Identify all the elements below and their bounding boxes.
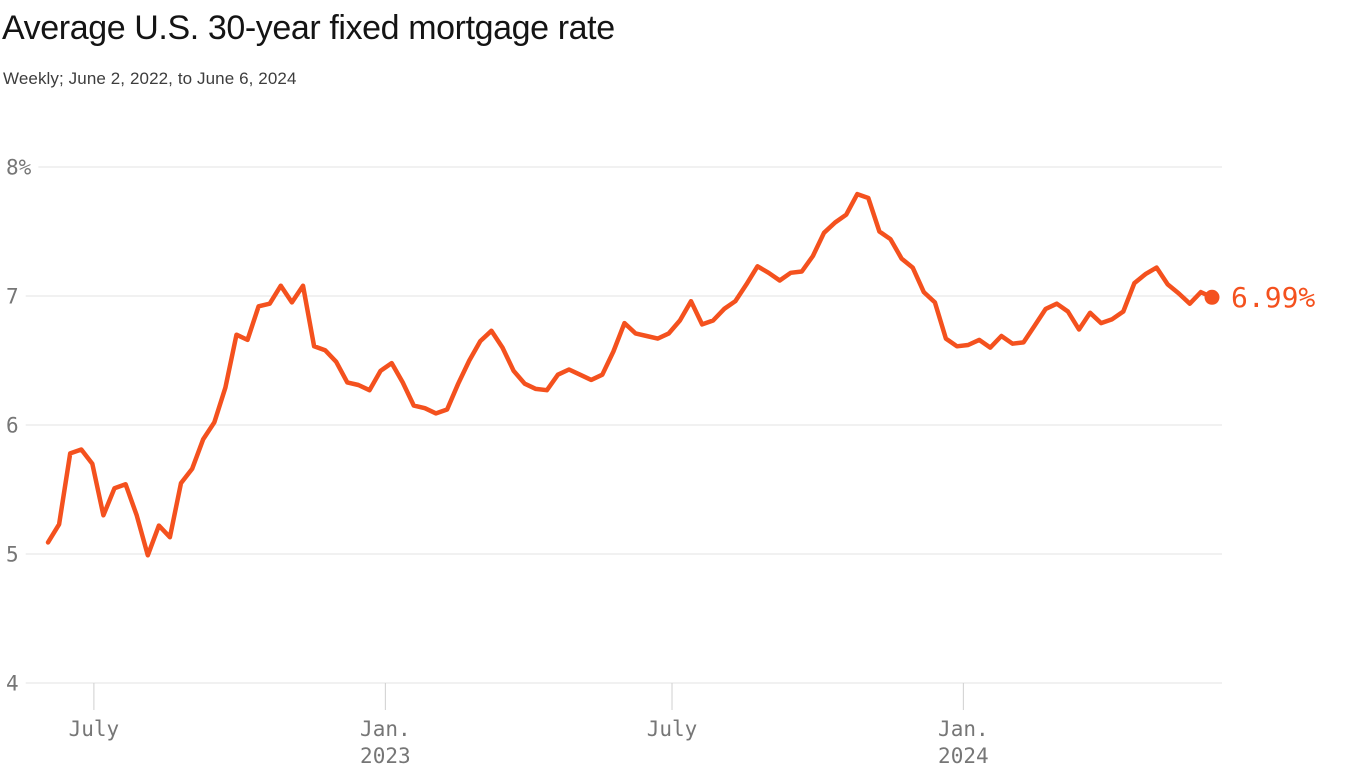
x-axis-label-2: July <box>647 717 698 741</box>
x-axis-sublabel-3: 2024 <box>938 744 989 768</box>
x-axis-label-1: Jan. <box>360 717 411 741</box>
end-label-mask <box>1208 279 1358 316</box>
line-chart: 8% 7 6 5 4 July Jan. 2023 July Jan. 2024 6.99% <box>0 150 1366 778</box>
y-axis-label-8: 8% <box>6 156 32 180</box>
rate-line <box>45 191 1215 558</box>
x-axis-label-0: July <box>69 717 120 741</box>
chart-title: Average U.S. 30-year fixed mortgage rate <box>2 9 615 47</box>
chart-canvas: 8% 7 6 5 4 July Jan. 2023 July Jan. 2024 6.99% <box>6 156 1358 768</box>
mortgage-rate-chart-page: Average U.S. 30-year fixed mortgage rate… <box>0 9 1366 768</box>
end-value-label: 6.99% <box>1231 281 1315 314</box>
y-axis-label-4: 4 <box>6 672 19 696</box>
chart-subtitle: Weekly; June 2, 2022, to June 6, 2024 <box>3 69 297 89</box>
y-axis-label-6: 6 <box>6 414 19 438</box>
x-axis-sublabel-1: 2023 <box>360 744 411 768</box>
end-point-dot <box>1204 289 1220 305</box>
y-axis-label-5: 5 <box>6 543 19 567</box>
y-axis-label-7: 7 <box>6 285 19 309</box>
x-axis-label-3: Jan. <box>938 717 989 741</box>
